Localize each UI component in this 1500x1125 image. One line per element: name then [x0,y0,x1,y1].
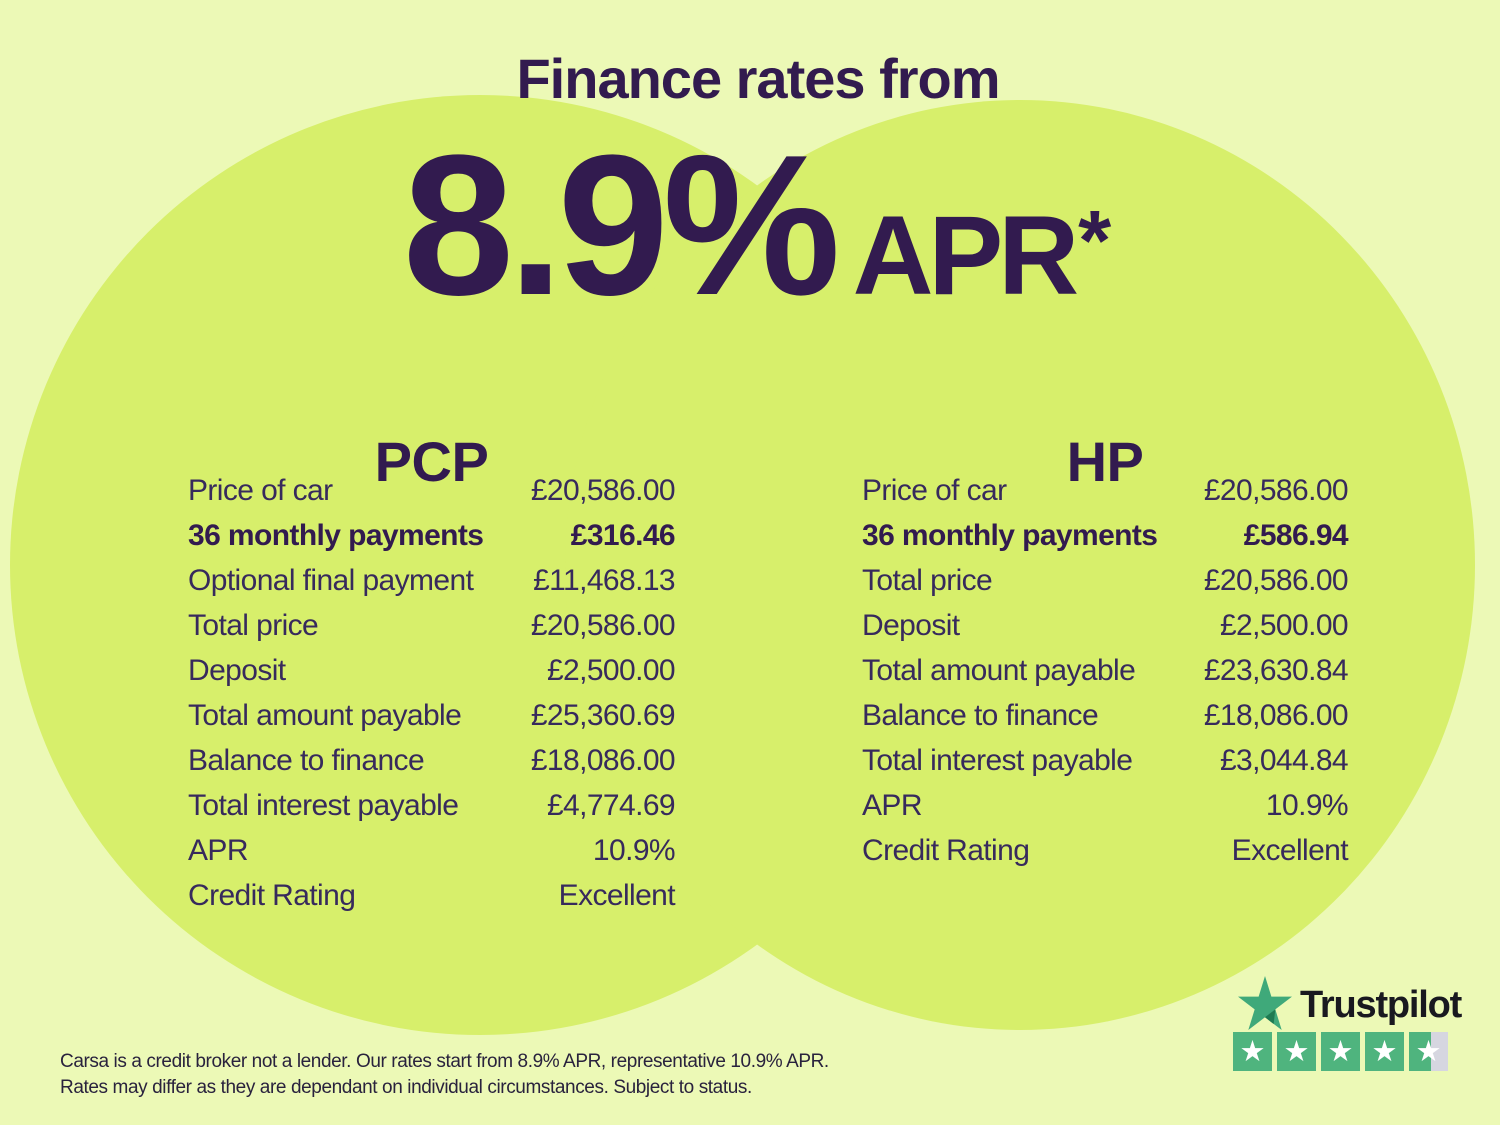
star-icon: ★ [1321,1032,1360,1071]
row-value: £316.46 [570,518,676,552]
row-label: Balance to finance [862,698,1099,732]
trustpilot-rating-stars: ★ ★ ★ ★ ★ [1233,1032,1448,1071]
table-row: Total price £20,586.00 [188,603,676,648]
table-row: Deposit £2,500.00 [188,648,676,693]
disclaimer-text: Carsa is a credit broker not a lender. O… [60,1049,829,1101]
rate-suffix: APR [852,193,1079,318]
row-value: £20,586.00 [1203,473,1349,507]
row-value: £25,360.69 [530,698,676,732]
row-value: £2,500.00 [546,653,676,687]
row-label: Balance to finance [188,743,425,777]
hp-table: HP Price of car £20,586.00 36 monthly pa… [862,434,1349,873]
table-row: Optional final payment £11,468.13 [188,558,676,603]
row-label: Total amount payable [862,653,1136,687]
table-row: APR 10.9% [188,828,676,873]
pcp-table: PCP Price of car £20,586.00 36 monthly p… [188,434,676,918]
trustpilot-star-icon [1238,976,1292,1030]
star-icon: ★ [1233,1032,1272,1071]
row-label: Total interest payable [188,788,459,822]
rate-headline: 8.9% APR * [7,126,1500,326]
row-value: £11,468.13 [533,563,676,597]
row-value: £23,630.84 [1203,653,1349,687]
table-row: Price of car £20,586.00 [188,468,676,513]
row-value: Excellent [558,878,676,912]
row-value: £4,774.69 [546,788,676,822]
star-half-icon: ★ [1409,1032,1448,1071]
row-label: 36 monthly payments [188,518,484,552]
row-label: APR [862,788,922,822]
table-row: Total interest payable £3,044.84 [862,738,1349,783]
row-value: £18,086.00 [1203,698,1349,732]
table-row: 36 monthly payments £316.46 [188,513,676,558]
table-row: Credit Rating Excellent [188,873,676,918]
table-row: APR 10.9% [862,783,1349,828]
row-value: 10.9% [1265,788,1349,822]
table-row: Total price £20,586.00 [862,558,1349,603]
row-value: £586.94 [1243,518,1349,552]
page-title: Finance rates from [516,47,1000,110]
row-value: 10.9% [592,833,676,867]
row-value: £18,086.00 [530,743,676,777]
row-label: Optional final payment [188,563,474,597]
table-row: Balance to finance £18,086.00 [188,738,676,783]
row-label: Credit Rating [188,878,356,912]
rate-value: 8.9% [402,114,841,337]
row-label: 36 monthly payments [862,518,1158,552]
row-label: Credit Rating [862,833,1030,867]
row-value: £2,500.00 [1219,608,1349,642]
row-value: £3,044.84 [1219,743,1349,777]
hp-heading: HP [1066,430,1144,494]
trustpilot-wordmark: Trustpilot [1300,984,1462,1026]
table-row: Credit Rating Excellent [862,828,1349,873]
row-label: Deposit [188,653,286,687]
table-row: Deposit £2,500.00 [862,603,1349,648]
row-value: £20,586.00 [1203,563,1349,597]
star-icon: ★ [1365,1032,1404,1071]
row-value: Excellent [1231,833,1349,867]
pcp-heading: PCP [374,430,489,494]
table-row: Total interest payable £4,774.69 [188,783,676,828]
row-label: Price of car [862,473,1007,507]
row-label: APR [188,833,248,867]
row-label: Total price [188,608,319,642]
rate-asterisk: * [1078,194,1112,289]
table-row: Balance to finance £18,086.00 [862,693,1349,738]
table-row: Price of car £20,586.00 [862,468,1349,513]
table-row: 36 monthly payments £586.94 [862,513,1349,558]
disclaimer-line-1: Carsa is a credit broker not a lender. O… [60,1051,829,1072]
row-label: Price of car [188,473,333,507]
row-label: Total price [862,563,993,597]
row-label: Deposit [862,608,960,642]
disclaimer-line-2: Rates may differ as they are dependant o… [60,1077,752,1098]
table-row: Total amount payable £23,630.84 [862,648,1349,693]
background-circle-right [565,100,1475,1030]
row-label: Total amount payable [188,698,462,732]
table-row: Total amount payable £25,360.69 [188,693,676,738]
star-icon: ★ [1277,1032,1316,1071]
row-label: Total interest payable [862,743,1133,777]
row-value: £20,586.00 [530,473,676,507]
row-value: £20,586.00 [530,608,676,642]
